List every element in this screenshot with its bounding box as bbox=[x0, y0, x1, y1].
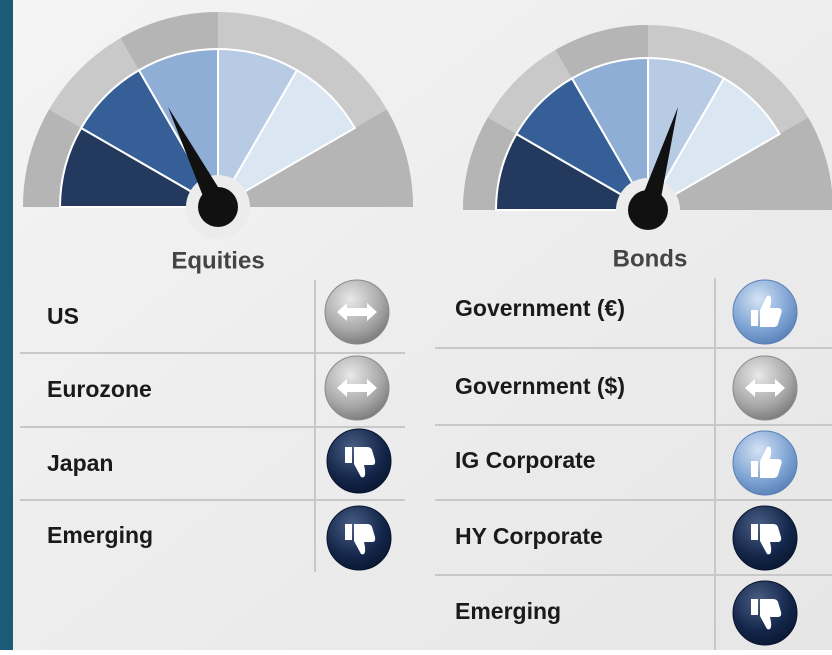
neutral-icon bbox=[732, 355, 798, 421]
gauge-segment bbox=[645, 77, 781, 213]
row-label: US bbox=[47, 303, 79, 329]
gauge-needle bbox=[168, 107, 228, 209]
gauge-segment bbox=[215, 68, 357, 210]
side-bar bbox=[0, 0, 13, 650]
gauge-hub bbox=[198, 187, 238, 227]
row-label: Government (€) bbox=[455, 295, 625, 321]
neutral-icon bbox=[324, 279, 390, 345]
row-label: Emerging bbox=[455, 598, 561, 624]
thumbs-up-icon bbox=[732, 430, 798, 496]
panel-title: Equities bbox=[171, 247, 264, 274]
row-label: Government ($) bbox=[455, 373, 625, 399]
row-label: HY Corporate bbox=[455, 523, 603, 549]
table-lines bbox=[20, 278, 832, 650]
thumbs-down-icon bbox=[326, 428, 392, 494]
row-label: Eurozone bbox=[47, 376, 152, 402]
thumbs-down-icon bbox=[326, 505, 392, 571]
row-label: Japan bbox=[47, 450, 113, 476]
thumbs-up-icon bbox=[732, 279, 798, 345]
thumbs-down-icon bbox=[732, 580, 798, 646]
panel-title: Bonds bbox=[613, 245, 688, 272]
thumbs-down-icon bbox=[732, 505, 798, 571]
gauge-needle bbox=[638, 107, 678, 214]
gauge-ring bbox=[23, 12, 413, 207]
row-label: Emerging bbox=[47, 522, 153, 548]
gauge-bonds bbox=[463, 25, 832, 242]
neutral-icon bbox=[324, 355, 390, 421]
gauge-hub bbox=[628, 190, 668, 230]
gauge-equities bbox=[22, 12, 413, 239]
gauge-ring bbox=[463, 25, 832, 210]
row-label: IG Corporate bbox=[455, 447, 596, 473]
